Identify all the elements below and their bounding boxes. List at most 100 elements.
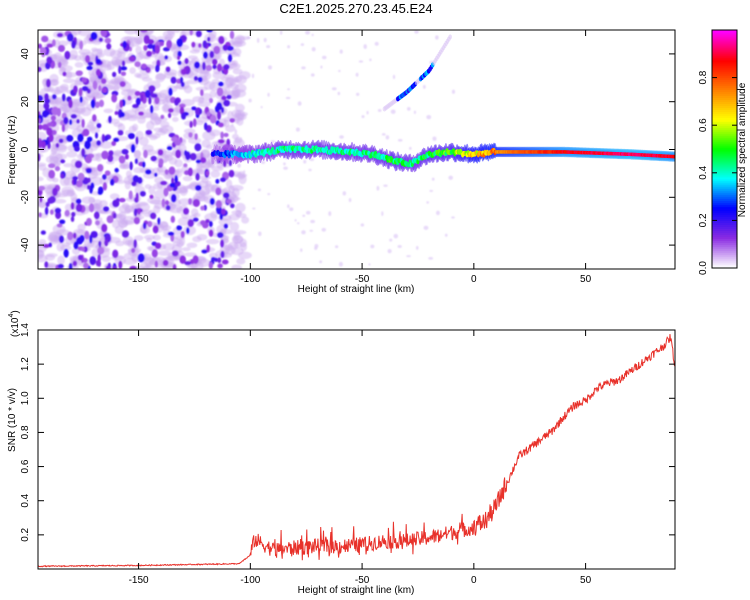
noise-blob — [165, 205, 171, 211]
colorbar-swatch — [712, 248, 737, 251]
noise-blob — [192, 118, 197, 127]
noise-blob — [360, 223, 365, 227]
colorbar-swatch — [712, 123, 737, 126]
noise-blob — [173, 30, 181, 33]
colorbar-swatch — [712, 83, 737, 87]
noise-blob — [106, 160, 115, 165]
colorbar-swatch — [712, 154, 737, 158]
noise-blob — [366, 110, 369, 115]
snr-series-line — [38, 334, 675, 568]
colorbar-swatch — [712, 260, 737, 263]
noise-blob — [38, 124, 43, 130]
noise-blob — [212, 71, 226, 80]
noise-blob — [38, 43, 43, 49]
noise-blob — [301, 230, 306, 235]
snr-x-axis: -150 -100 -50 0 50 — [129, 330, 592, 586]
noise-blob — [190, 208, 199, 217]
colorbar-tick-label: 0.0 — [698, 261, 709, 275]
noise-blob — [96, 48, 104, 54]
noise-blob — [185, 151, 191, 161]
colorbar-swatch — [712, 107, 737, 110]
noise-blob — [199, 108, 203, 115]
noise-blob — [198, 43, 202, 48]
noise-blob — [96, 58, 102, 64]
noise-blob — [101, 223, 108, 233]
noise-blob — [140, 30, 148, 33]
colorbar-swatch — [712, 172, 737, 176]
noise-blob — [234, 173, 248, 178]
colorbar-swatch — [712, 174, 737, 178]
noise-blob — [147, 196, 161, 205]
colorbar-swatch — [712, 95, 737, 99]
noise-blob — [232, 68, 243, 75]
colorbar-swatch — [712, 224, 737, 227]
noise-blob — [218, 81, 224, 87]
noise-blob — [160, 114, 165, 120]
noise-blob — [178, 236, 186, 247]
noise-blob — [51, 94, 57, 100]
noise-blob — [88, 69, 95, 76]
noise-blob — [172, 116, 179, 122]
noise-blob — [102, 174, 107, 180]
x-tick-label: -100 — [240, 274, 260, 285]
noise-blob — [79, 40, 84, 50]
noise-blob — [96, 123, 102, 129]
noise-blob — [176, 225, 183, 231]
noise-blob — [165, 66, 171, 73]
noise-blob — [236, 258, 246, 265]
noise-blob — [152, 205, 161, 214]
noise-blob — [203, 51, 208, 59]
noise-blob — [92, 80, 98, 90]
colorbar-swatch — [712, 149, 737, 152]
noise-blob — [80, 106, 92, 117]
colorbar-label: Normalized spectral amplitude — [737, 82, 748, 217]
colorbar-swatch — [712, 236, 737, 239]
noise-blob — [64, 209, 70, 217]
noise-blob — [124, 30, 138, 35]
noise-blob — [217, 257, 222, 264]
colorbar-swatch — [712, 176, 737, 180]
x-tick-label: 0 — [471, 274, 477, 285]
noise-blob — [154, 260, 158, 268]
noise-blob — [86, 184, 91, 190]
noise-blob — [154, 44, 160, 54]
noise-blob — [137, 253, 145, 263]
colorbar-swatch — [712, 240, 737, 243]
colorbar-swatch — [712, 67, 737, 71]
x-tick-label: -50 — [355, 575, 370, 586]
noise-blob — [79, 96, 83, 103]
colorbar-swatch — [712, 258, 737, 261]
noise-blob — [105, 265, 111, 269]
noise-blob — [231, 133, 239, 140]
noise-blob — [77, 254, 83, 261]
noise-blob — [179, 103, 186, 108]
colorbar-swatch — [712, 99, 737, 102]
noise-blob — [409, 146, 412, 150]
colorbar-swatch — [712, 65, 737, 69]
noise-blob — [413, 110, 417, 115]
noise-blob — [63, 72, 78, 78]
noise-blob — [81, 196, 95, 204]
noise-blob — [169, 182, 176, 188]
noise-blob — [104, 170, 111, 176]
noise-blob — [181, 247, 191, 252]
noise-blob — [38, 139, 43, 148]
noise-blob — [237, 236, 243, 239]
noise-blob — [146, 44, 155, 49]
noise-blob — [389, 238, 393, 242]
noise-blob — [53, 162, 61, 167]
colorbar-swatch — [712, 87, 737, 91]
noise-blob — [45, 201, 50, 207]
noise-blob — [38, 152, 41, 162]
noise-blob — [85, 168, 92, 174]
y-tick-label: 40 — [20, 48, 31, 60]
colorbar-swatch — [712, 166, 737, 170]
noise-blob — [95, 220, 100, 226]
noise-blob — [239, 238, 247, 248]
noise-blob — [48, 169, 56, 179]
colorbar-swatch — [712, 43, 737, 47]
noise-blob — [90, 99, 96, 109]
noise-blob — [162, 104, 170, 112]
noise-blob — [232, 230, 247, 235]
